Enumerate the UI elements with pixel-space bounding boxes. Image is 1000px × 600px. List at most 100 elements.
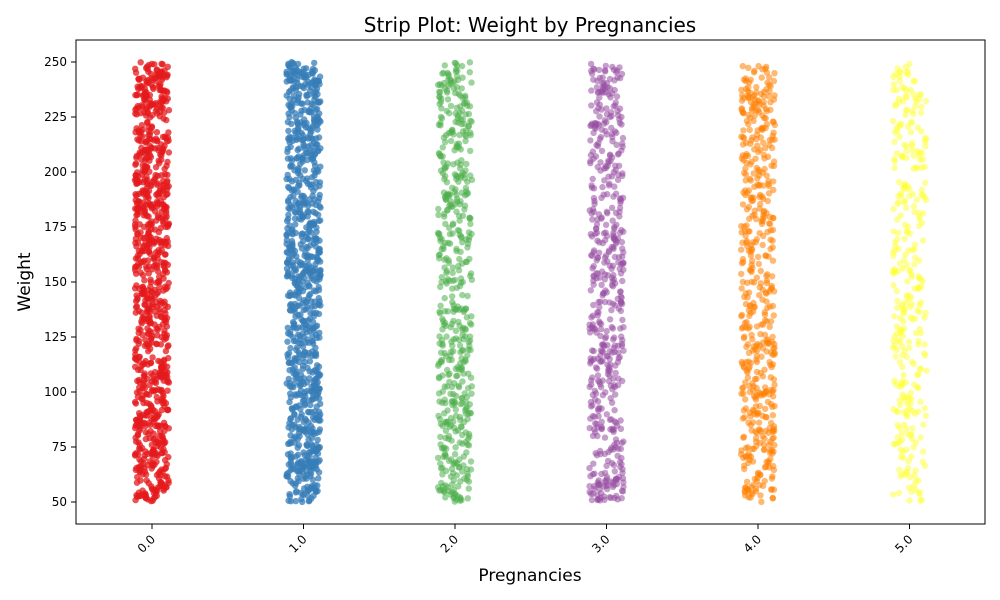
data-point [464, 178, 471, 185]
data-point [460, 347, 467, 354]
data-point [438, 349, 445, 356]
data-point [597, 88, 605, 96]
data-point [613, 475, 620, 482]
data-point [148, 335, 155, 342]
data-point [154, 212, 162, 219]
data-point [763, 121, 771, 128]
data-point [142, 448, 149, 455]
data-point [903, 204, 910, 212]
data-point [466, 69, 473, 76]
data-point [919, 458, 926, 465]
data-point [451, 276, 459, 284]
data-point [588, 314, 595, 321]
data-point [316, 182, 323, 190]
data-point [602, 287, 609, 294]
data-point [303, 426, 311, 433]
data-point [141, 88, 149, 96]
data-point [148, 202, 155, 210]
data-point [740, 127, 747, 134]
data-point [459, 431, 466, 439]
data-point [442, 138, 449, 146]
data-point [136, 149, 143, 156]
data-point [456, 165, 464, 172]
data-point [589, 471, 597, 478]
data-point [770, 96, 778, 103]
data-point [148, 415, 155, 422]
plot-frame [75, 39, 986, 525]
data-point [152, 71, 160, 78]
data-point [586, 464, 593, 472]
data-point [912, 95, 919, 102]
data-point [771, 351, 778, 358]
data-point [587, 287, 594, 294]
data-point [767, 245, 774, 253]
data-point [294, 444, 301, 451]
data-point [594, 372, 602, 379]
data-point [766, 441, 773, 448]
data-point [436, 255, 443, 262]
data-point [450, 418, 457, 425]
data-point [756, 481, 763, 489]
data-point [897, 446, 904, 453]
data-point [158, 148, 166, 156]
data-point [297, 311, 304, 318]
data-point [312, 487, 319, 494]
data-point [740, 390, 747, 397]
data-point [311, 172, 318, 179]
data-point [139, 392, 146, 399]
data-point [142, 435, 149, 443]
x-axis-label: Pregnancies [478, 566, 581, 586]
data-point [601, 82, 608, 90]
data-point [753, 89, 760, 96]
data-point [620, 324, 627, 331]
data-point [738, 285, 745, 292]
data-point [154, 181, 161, 188]
data-point [300, 463, 307, 470]
data-point [608, 124, 615, 132]
data-point [459, 440, 466, 447]
data-point [921, 314, 928, 321]
data-point [144, 193, 151, 200]
data-point [904, 278, 911, 285]
data-point [588, 184, 596, 191]
data-point [593, 452, 601, 459]
data-point [137, 466, 144, 473]
data-point [749, 197, 757, 204]
data-point [435, 205, 442, 213]
data-point [437, 420, 445, 427]
data-point [893, 124, 900, 132]
data-point [308, 338, 316, 345]
data-point [133, 105, 140, 112]
data-point [315, 256, 322, 263]
data-point [284, 338, 291, 345]
data-point [767, 419, 775, 427]
data-point [151, 308, 158, 315]
data-point [615, 349, 622, 356]
data-point [611, 407, 618, 414]
data-point [455, 464, 462, 471]
data-point [457, 198, 464, 205]
data-point [295, 430, 303, 437]
data-point [457, 146, 464, 153]
data-point [591, 325, 598, 332]
data-point [765, 93, 772, 100]
data-point [301, 116, 308, 123]
data-point [761, 435, 768, 442]
data-point [615, 150, 622, 157]
data-point [769, 257, 777, 264]
data-point [312, 344, 319, 351]
data-point [595, 298, 602, 306]
data-point [465, 478, 473, 485]
data-point [464, 435, 472, 443]
data-point [454, 67, 461, 75]
data-point [139, 272, 147, 279]
data-point [146, 381, 153, 389]
data-point [604, 457, 612, 465]
data-point [606, 85, 614, 92]
data-point [594, 270, 601, 277]
data-point [317, 217, 324, 224]
data-point [589, 265, 596, 272]
data-point [769, 427, 777, 434]
data-point [458, 85, 465, 92]
data-point [619, 260, 626, 267]
